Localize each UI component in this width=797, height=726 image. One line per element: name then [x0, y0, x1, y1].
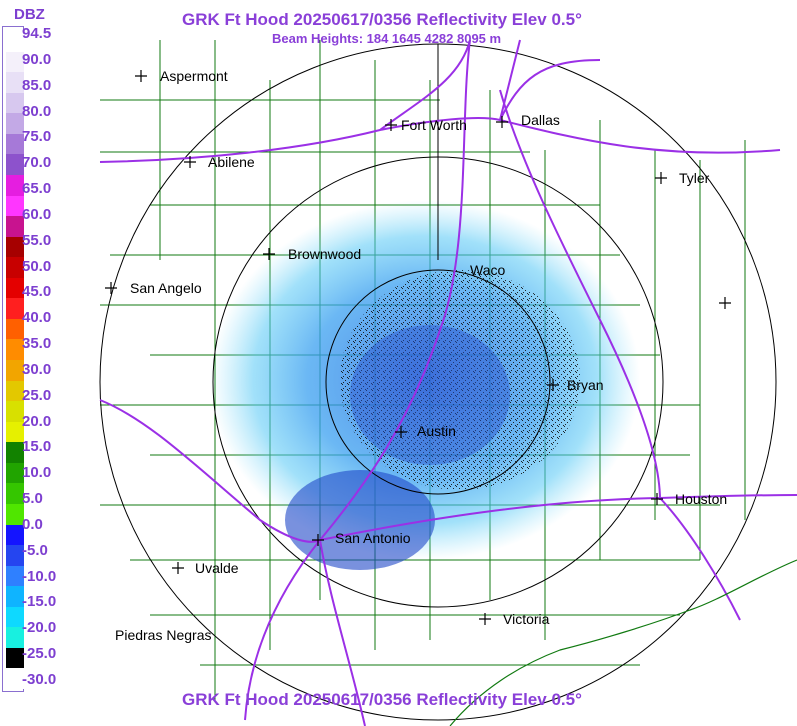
city-label-houston: Houston [675, 491, 727, 507]
legend-swatch [6, 627, 24, 649]
legend-title: DBZ [14, 6, 45, 23]
legend-swatch [6, 236, 24, 258]
legend-tick-label: -15.0 [22, 593, 57, 611]
city-label-abilene: Abilene [208, 154, 255, 170]
legend-swatch [6, 195, 24, 217]
legend-swatch [6, 154, 24, 176]
legend-swatch [6, 216, 24, 238]
legend-swatch [6, 113, 24, 135]
legend-swatch [6, 483, 24, 505]
legend-tick-label: 0.0 [22, 515, 43, 533]
legend-color-bar [2, 26, 24, 692]
city-label-austin: Austin [417, 423, 456, 439]
legend-swatch [6, 277, 24, 299]
city-label-brownwood: Brownwood [288, 246, 361, 262]
city-label-fort-worth: Fort Worth [401, 117, 467, 133]
legend-tick-label: 90.0 [22, 50, 52, 68]
city-label-aspermont: Aspermont [160, 68, 228, 84]
map-footer-title: GRK Ft Hood 20250617/0356 Reflectivity E… [182, 690, 582, 709]
legend-tick-label: -10.0 [22, 567, 57, 585]
legend-tick-label: 30.0 [22, 360, 52, 378]
city-markers [105, 70, 731, 625]
city-label-bryan: Bryan [567, 377, 604, 393]
legend-tick-label: 65.0 [22, 180, 52, 198]
legend-swatch [6, 257, 24, 279]
legend-tick-label: -25.0 [22, 645, 57, 663]
city-label-tyler: Tyler [679, 170, 710, 186]
coastline [449, 559, 797, 726]
city-label-uvalde: Uvalde [195, 560, 239, 576]
legend-tick-label: 10.0 [22, 464, 52, 482]
legend-swatch [6, 298, 24, 320]
dbz-legend: DBZ 94.5 90.0 85.0 80.0 75.0 70.0 65.0 60.0 55.0… [0, 0, 62, 726]
legend-swatch [6, 72, 24, 94]
legend-tick-label: 25.0 [22, 386, 52, 404]
legend-tick-label: 75.0 [22, 128, 52, 146]
city-label-waco: Waco [470, 262, 505, 278]
legend-tick-label: 55.0 [22, 231, 52, 249]
legend-swatch [6, 586, 24, 608]
city-labels: Aspermont Fort Worth Dallas Abilene Tyle… [115, 68, 727, 643]
legend-tick-label: 45.0 [22, 283, 52, 301]
legend-tick-label: -5.0 [22, 541, 48, 559]
legend-tick-label: -30.0 [22, 671, 57, 688]
legend-tick-label: 50.0 [22, 257, 52, 275]
range-rings [99, 43, 777, 721]
legend-swatch [6, 647, 24, 669]
city-label-dallas: Dallas [521, 112, 560, 128]
legend-swatch [6, 606, 24, 628]
legend-tick-label: 20.0 [22, 412, 52, 430]
highways [99, 39, 797, 726]
legend-swatch [6, 380, 24, 402]
legend-swatch [6, 51, 24, 73]
legend-swatch [6, 421, 24, 443]
legend-swatch [6, 318, 24, 340]
legend-tick-label: 94.5 [22, 25, 52, 42]
city-label-san-antonio: San Antonio [335, 530, 411, 546]
legend-tick-label: 15.0 [22, 438, 52, 456]
city-label-piedras-negras: Piedras Negras [115, 627, 212, 643]
legend-swatch [6, 565, 24, 587]
legend-tick-label: 85.0 [22, 76, 52, 94]
legend-swatch [6, 503, 24, 525]
city-label-victoria: Victoria [503, 611, 550, 627]
legend-swatch [6, 462, 24, 484]
legend-tick-label: 40.0 [22, 309, 52, 327]
legend-tick-label: -20.0 [22, 619, 57, 637]
beam-heights: Beam Heights: 184 1645 4282 8095 m [272, 31, 502, 46]
legend-tick-label: 35.0 [22, 335, 52, 353]
legend-tick-label: 70.0 [22, 154, 52, 172]
legend-swatch [6, 545, 24, 567]
legend-swatch [6, 442, 24, 464]
legend-swatch [6, 133, 24, 155]
legend-swatch [6, 31, 24, 52]
legend-swatch [6, 360, 24, 381]
legend-swatch [6, 401, 24, 423]
map-title: GRK Ft Hood 20250617/0356 Reflectivity E… [182, 10, 582, 29]
legend-swatch [6, 92, 24, 114]
legend-tick-label: 80.0 [22, 102, 52, 120]
legend-swatch [6, 174, 24, 196]
legend-swatch [6, 339, 24, 361]
legend-tick-label: 60.0 [22, 205, 52, 223]
legend-tick-label: 5.0 [22, 490, 43, 508]
legend-swatch [6, 668, 24, 690]
city-label-san-angelo: San Angelo [130, 280, 202, 296]
reflectivity-echoes [210, 200, 640, 570]
legend-swatch [6, 524, 24, 546]
